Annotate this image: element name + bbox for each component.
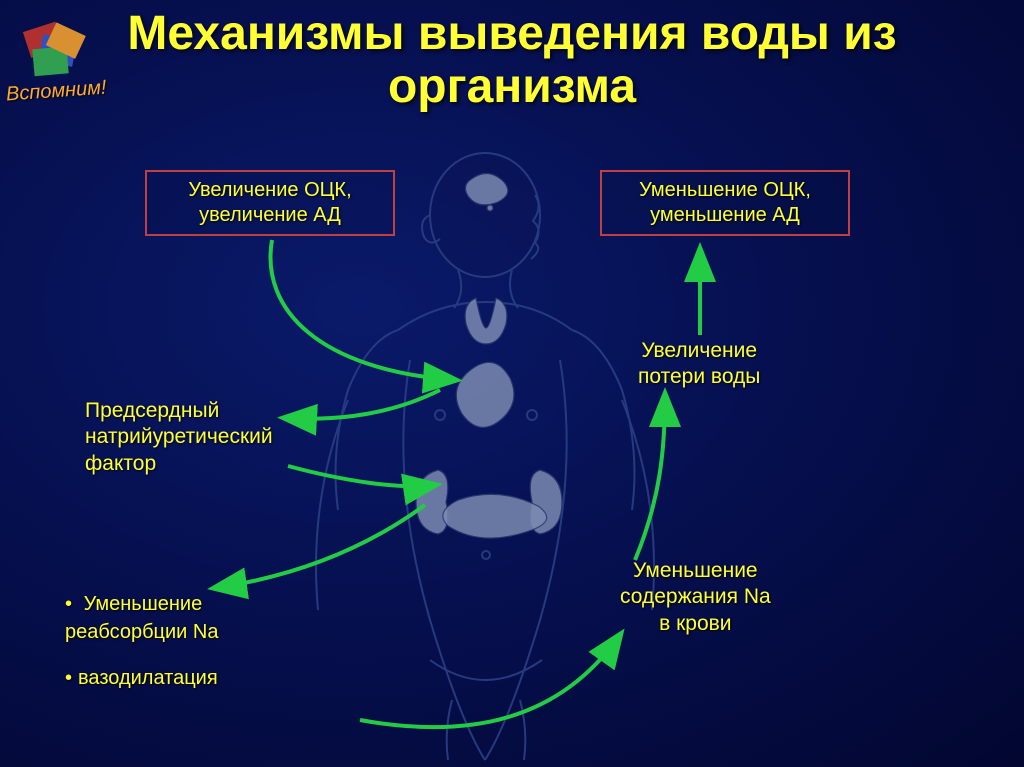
bullet-1: Уменьшениереабсорбции Na — [65, 590, 218, 646]
label-water-loss: Увеличение потери воды — [638, 338, 760, 391]
label-na-l3: в крови — [659, 612, 731, 635]
arrow-heart-anf — [285, 390, 440, 419]
arrow-kidney-bullets — [215, 505, 425, 588]
label-loss-l1: Увеличение — [641, 339, 757, 362]
label-anf-l3: фактор — [85, 452, 156, 475]
label-anf-l1: Предсердный — [85, 399, 219, 422]
label-na-blood: Уменьшение содержания Na в крови — [620, 558, 771, 637]
label-loss-l2: потери воды — [638, 365, 760, 388]
box-right-line2: уменьшение АД — [650, 204, 800, 226]
bullet-1-line1: Уменьшениереабсорбции Na — [65, 593, 218, 643]
bullet-list: Уменьшениереабсорбции Na вазодилатация — [65, 590, 218, 710]
box-left-line2: увеличение АД — [199, 204, 341, 226]
arrow-anf-kidney — [288, 466, 435, 486]
arrow-bullets-na — [360, 635, 620, 727]
slide-title: Механизмы выведения воды из организма — [0, 8, 1024, 114]
box-increase-ock: Увеличение ОЦК, увеличение АД — [145, 170, 395, 236]
box-decrease-ock: Уменьшение ОЦК, уменьшение АД — [600, 170, 850, 236]
label-na-l2: содержания Na — [620, 585, 771, 608]
arrow-na-loss — [635, 395, 665, 560]
box-right-line1: Уменьшение ОЦК, — [639, 179, 811, 201]
arrow-boxleft-heart — [271, 240, 455, 380]
label-na-l1: Уменьшение — [633, 559, 758, 582]
label-anf-l2: натрийуретический — [85, 425, 273, 448]
bullet-2: вазодилатация — [65, 664, 218, 692]
label-anf: Предсердный натрийуретический фактор — [85, 398, 273, 477]
box-left-line1: Увеличение ОЦК, — [188, 179, 351, 201]
